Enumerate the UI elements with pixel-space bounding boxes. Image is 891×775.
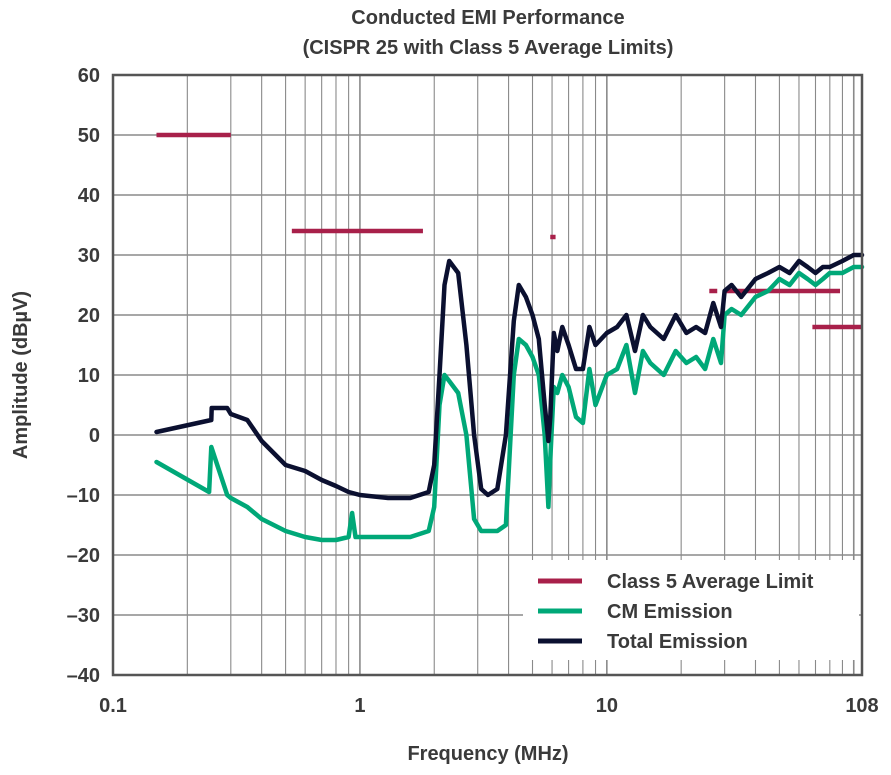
legend-label-total: Total Emission (607, 631, 748, 653)
y-tick-label: –20 (67, 545, 100, 567)
y-tick-label: 50 (78, 125, 100, 147)
x-tick-label: 108 (845, 695, 878, 717)
y-tick-label: –40 (67, 665, 100, 687)
y-tick-label: 60 (78, 65, 100, 87)
y-tick-label: 20 (78, 305, 100, 327)
x-tick-label: 0.1 (99, 695, 127, 717)
y-axis-label: Amplitude (dBµV) (10, 291, 32, 459)
chart-subtitle: (CISPR 25 with Class 5 Average Limits) (303, 37, 674, 59)
y-tick-label: –30 (67, 605, 100, 627)
series-line-total-emission (154, 252, 865, 501)
y-tick-label: –10 (67, 485, 100, 507)
series-line-cm-emission (154, 264, 865, 543)
legend: Class 5 Average Limit CM Emission Total … (523, 560, 859, 660)
x-tick-label: 10 (596, 695, 618, 717)
y-tick-labels: 60 50 40 30 20 10 0 –10 –20 –30 –40 (67, 65, 100, 687)
plot-frame (111, 73, 864, 677)
x-tick-label: 1 (354, 695, 365, 717)
y-tick-label: 0 (89, 425, 100, 447)
legend-label-cm: CM Emission (607, 601, 733, 623)
series-lines (154, 252, 865, 543)
y-tick-label: 10 (78, 365, 100, 387)
x-axis-label: Frequency (MHz) (407, 743, 568, 765)
y-tick-label: 30 (78, 245, 100, 267)
y-tick-label: 40 (78, 185, 100, 207)
x-tick-labels: 0.1 1 10 108 (99, 695, 879, 717)
chart-title: Conducted EMI Performance (351, 7, 624, 29)
legend-label-limit: Class 5 Average Limit (607, 571, 814, 593)
